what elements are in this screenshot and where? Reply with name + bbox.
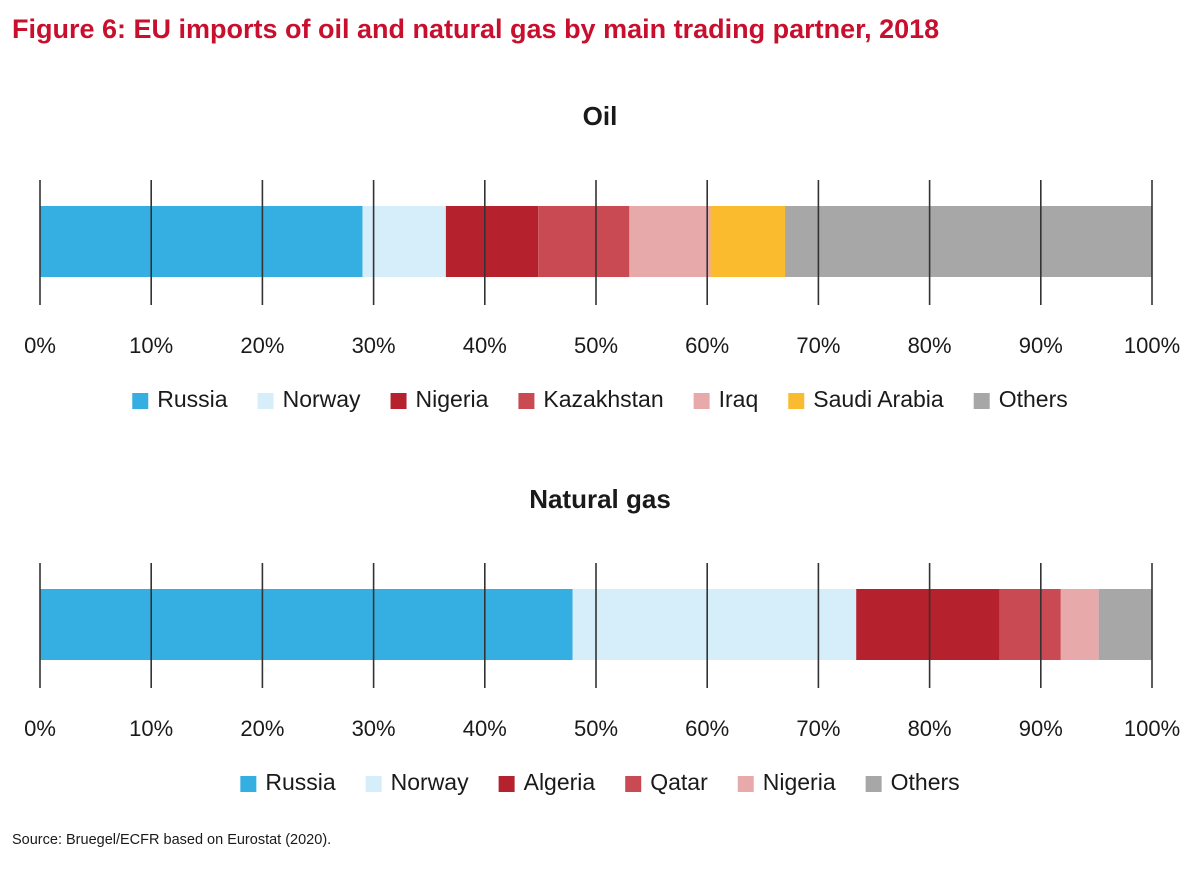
legend-swatch-others: [865, 776, 882, 792]
bar-segment-norway: [572, 589, 857, 660]
legend-label-norway: Norway: [283, 386, 361, 412]
oil-chart: Oil 0% 10% 20% 30% 40% 50% 60% 70% 80% 90% 100% Russ…: [24, 101, 1180, 412]
tick-label: 20%: [240, 716, 284, 741]
tick-label: 90%: [1019, 333, 1063, 358]
legend-label-norway: Norway: [391, 769, 469, 795]
bar-segment-russia: [40, 206, 363, 277]
legend-swatch-norway: [257, 393, 274, 409]
tick-label: 20%: [240, 333, 284, 358]
legend-swatch-others: [973, 393, 990, 409]
legend-label-saudi-arabia: Saudi Arabia: [813, 386, 944, 412]
legend-label-nigeria: Nigeria: [763, 769, 836, 795]
tick-label: 30%: [352, 716, 396, 741]
chart-title: Natural gas: [529, 484, 671, 514]
source-note: Source: Bruegel/ECFR based on Eurostat (…: [12, 832, 332, 848]
bar-segment-nigeria: [445, 206, 539, 277]
legend-swatch-algeria: [498, 776, 515, 792]
legend-label-kazakhstan: Kazakhstan: [543, 386, 663, 412]
bar-segment-norway: [362, 206, 446, 277]
bar-segment-nigeria: [1060, 589, 1099, 660]
tick-label: 40%: [463, 716, 507, 741]
bar-segment-qatar: [999, 589, 1061, 660]
tick-label: 70%: [796, 716, 840, 741]
legend: Russia Norway Algeria Qatar Nigeria Others: [240, 769, 960, 795]
legend-label-others: Others: [999, 386, 1068, 412]
bar-segment-kazakhstan: [538, 206, 630, 277]
legend-label-iraq: Iraq: [719, 386, 759, 412]
tick-label: 40%: [463, 333, 507, 358]
legend-swatch-qatar: [625, 776, 642, 792]
legend-swatch-iraq: [693, 393, 710, 409]
tick-label: 10%: [129, 333, 173, 358]
legend-swatch-russia: [132, 393, 149, 409]
legend-label-nigeria: Nigeria: [416, 386, 489, 412]
legend-swatch-nigeria: [390, 393, 407, 409]
bar-segment-algeria: [856, 589, 1000, 660]
legend-swatch-russia: [240, 776, 257, 792]
legend-swatch-nigeria: [737, 776, 754, 792]
tick-label: 80%: [908, 716, 952, 741]
chart-title: Oil: [583, 101, 618, 131]
legend-label-russia: Russia: [265, 769, 336, 795]
bar-segment-saudi-arabia: [710, 206, 786, 277]
tick-label: 10%: [129, 716, 173, 741]
tick-label: 100%: [1124, 333, 1180, 358]
tick-label: 50%: [574, 333, 618, 358]
tick-label: 0%: [24, 716, 56, 741]
tick-label: 0%: [24, 333, 56, 358]
tick-label: 70%: [796, 333, 840, 358]
bar-segment-others: [1098, 589, 1152, 660]
legend-label-algeria: Algeria: [524, 769, 596, 795]
tick-label: 100%: [1124, 716, 1180, 741]
figure-title: Figure 6: EU imports of oil and natural …: [12, 14, 940, 44]
tick-label: 60%: [685, 333, 729, 358]
bar-segment-others: [785, 206, 1152, 277]
tick-label: 50%: [574, 716, 618, 741]
legend-swatch-norway: [365, 776, 382, 792]
tick-label: 80%: [908, 333, 952, 358]
legend: Russia Norway Nigeria Kazakhstan Iraq Saudi A…: [132, 386, 1068, 412]
legend-swatch-kazakhstan: [518, 393, 535, 409]
legend-swatch-saudi-arabia: [788, 393, 805, 409]
legend-label-qatar: Qatar: [650, 769, 708, 795]
legend-label-others: Others: [891, 769, 960, 795]
tick-label: 30%: [352, 333, 396, 358]
bar-segment-iraq: [629, 206, 711, 277]
tick-label: 60%: [685, 716, 729, 741]
natural-gas-chart: Natural gas 0% 10% 20% 30% 40% 50% 60% 70% 80% 90%…: [24, 484, 1180, 795]
bar-segment-russia: [40, 589, 573, 660]
tick-label: 90%: [1019, 716, 1063, 741]
legend-label-russia: Russia: [157, 386, 228, 412]
